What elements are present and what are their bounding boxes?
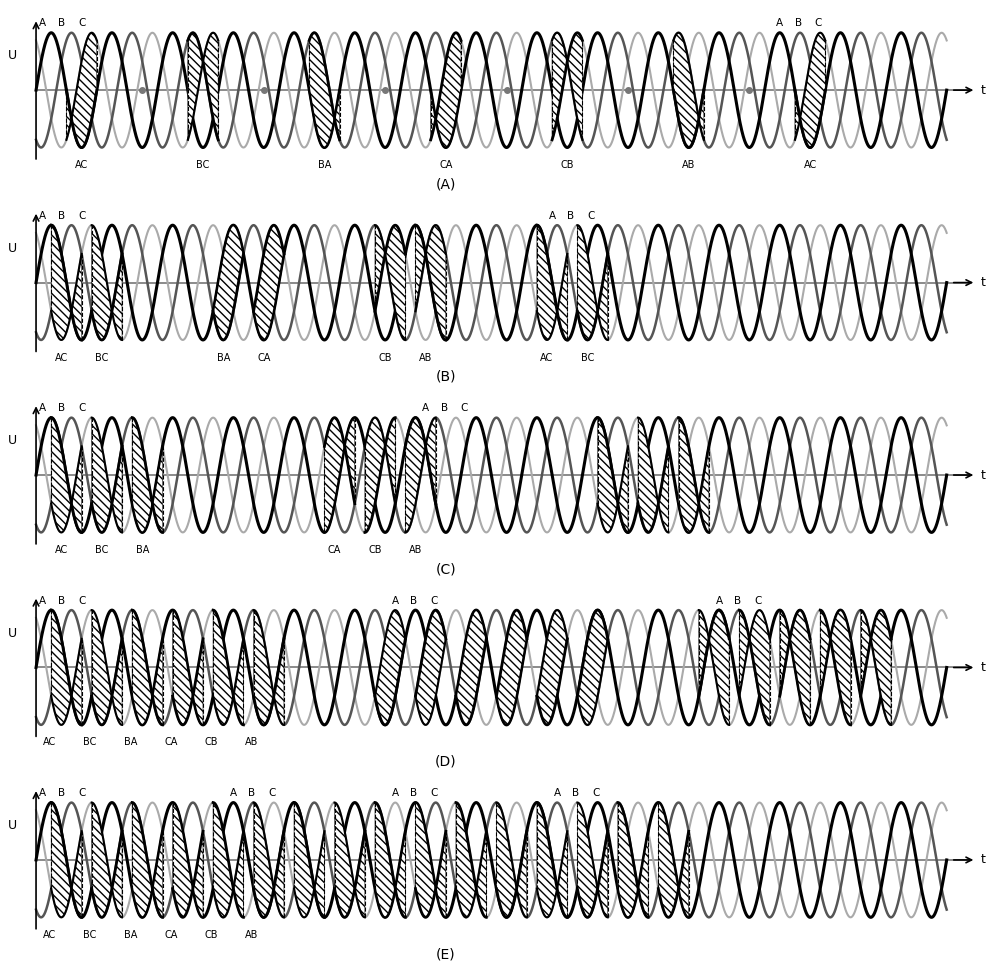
Text: CA: CA	[328, 545, 341, 555]
Text: C: C	[78, 596, 85, 606]
Text: A: A	[776, 18, 783, 28]
Text: A: A	[39, 211, 46, 221]
Text: A: A	[549, 211, 556, 221]
Text: BC: BC	[83, 930, 97, 940]
Text: BA: BA	[217, 353, 230, 363]
Text: CB: CB	[378, 353, 392, 363]
Text: B: B	[58, 18, 65, 28]
Text: C: C	[461, 403, 468, 413]
Text: AB: AB	[245, 930, 259, 940]
Text: A: A	[39, 596, 46, 606]
Text: CA: CA	[164, 738, 178, 747]
Text: B: B	[572, 788, 579, 798]
Text: t: t	[980, 276, 985, 289]
Text: (E): (E)	[436, 947, 456, 961]
Text: t: t	[980, 469, 985, 481]
Text: B: B	[410, 788, 417, 798]
Text: C: C	[430, 596, 438, 606]
Text: AC: AC	[43, 930, 56, 940]
Text: U: U	[8, 242, 17, 255]
Text: (C): (C)	[436, 562, 456, 576]
Text: B: B	[441, 403, 448, 413]
Text: A: A	[422, 403, 429, 413]
Text: B: B	[58, 596, 65, 606]
Text: AB: AB	[419, 353, 432, 363]
Text: BA: BA	[124, 738, 137, 747]
Text: (B): (B)	[436, 369, 456, 384]
Text: U: U	[8, 434, 17, 447]
Text: CA: CA	[439, 160, 453, 170]
Text: U: U	[8, 627, 17, 640]
Text: C: C	[78, 788, 85, 798]
Text: t: t	[980, 84, 985, 96]
Text: B: B	[58, 403, 65, 413]
Text: AC: AC	[540, 353, 554, 363]
Text: A: A	[39, 403, 46, 413]
Text: B: B	[795, 18, 802, 28]
Text: B: B	[734, 596, 741, 606]
Text: A: A	[554, 788, 561, 798]
Text: BC: BC	[95, 545, 108, 555]
Text: CB: CB	[368, 545, 382, 555]
Text: BC: BC	[581, 353, 594, 363]
Text: CB: CB	[205, 930, 218, 940]
Text: AC: AC	[55, 545, 68, 555]
Text: B: B	[567, 211, 574, 221]
Text: t: t	[980, 661, 985, 674]
Text: C: C	[754, 596, 761, 606]
Text: A: A	[39, 788, 46, 798]
Text: CA: CA	[164, 930, 178, 940]
Text: BA: BA	[136, 545, 149, 555]
Text: C: C	[268, 788, 276, 798]
Text: B: B	[58, 788, 65, 798]
Text: A: A	[39, 18, 46, 28]
Text: AC: AC	[43, 738, 56, 747]
Text: B: B	[410, 596, 417, 606]
Text: BC: BC	[95, 353, 108, 363]
Text: U: U	[8, 819, 17, 832]
Text: C: C	[78, 18, 85, 28]
Text: C: C	[592, 788, 600, 798]
Text: C: C	[78, 211, 85, 221]
Text: AC: AC	[75, 160, 88, 170]
Text: C: C	[815, 18, 822, 28]
Text: BA: BA	[318, 160, 331, 170]
Text: A: A	[715, 596, 723, 606]
Text: BC: BC	[196, 160, 210, 170]
Text: A: A	[392, 788, 399, 798]
Text: B: B	[58, 211, 65, 221]
Text: AB: AB	[682, 160, 695, 170]
Text: A: A	[392, 596, 399, 606]
Text: U: U	[8, 50, 17, 62]
Text: CA: CA	[257, 353, 270, 363]
Text: AB: AB	[245, 738, 259, 747]
Text: CB: CB	[205, 738, 218, 747]
Text: A: A	[230, 788, 237, 798]
Text: BA: BA	[124, 930, 137, 940]
Text: BC: BC	[83, 738, 97, 747]
Text: B: B	[248, 788, 255, 798]
Text: AB: AB	[409, 545, 422, 555]
Text: C: C	[430, 788, 438, 798]
Text: (D): (D)	[435, 754, 457, 769]
Text: AC: AC	[55, 353, 68, 363]
Text: AC: AC	[803, 160, 817, 170]
Text: C: C	[587, 211, 595, 221]
Text: CB: CB	[560, 160, 574, 170]
Text: C: C	[78, 403, 85, 413]
Text: (A): (A)	[436, 177, 456, 191]
Text: t: t	[980, 853, 985, 866]
